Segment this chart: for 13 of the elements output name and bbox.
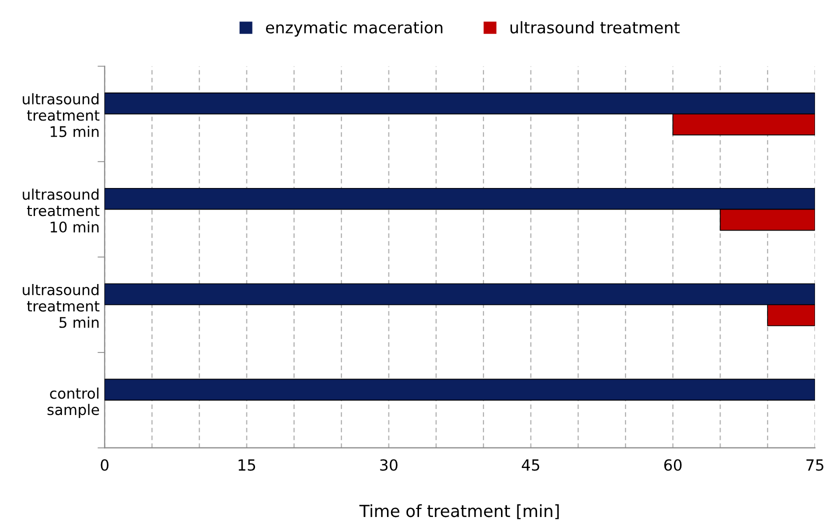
y-tick-label: ultrasound treatment 10 min bbox=[22, 188, 100, 233]
x-tick-label: 30 bbox=[380, 459, 398, 471]
legend-label: enzymatic maceration bbox=[266, 21, 442, 37]
x-tick-label: 0 bbox=[100, 459, 108, 471]
x-axis-title: Time of treatment [min] bbox=[359, 504, 559, 520]
x-tick-label: 60 bbox=[664, 459, 682, 471]
legend-label: ultrasound treatment bbox=[510, 21, 680, 34]
y-tick-label: control sample bbox=[48, 388, 100, 418]
y-tick-label: ultrasound treatment 5 min bbox=[22, 284, 100, 328]
x-tick-label: 45 bbox=[522, 459, 540, 471]
y-tick-label: ultrasound treatment 15 min bbox=[22, 93, 100, 138]
x-tick-label: 15 bbox=[238, 459, 256, 471]
x-tick-label: 75 bbox=[806, 459, 824, 471]
